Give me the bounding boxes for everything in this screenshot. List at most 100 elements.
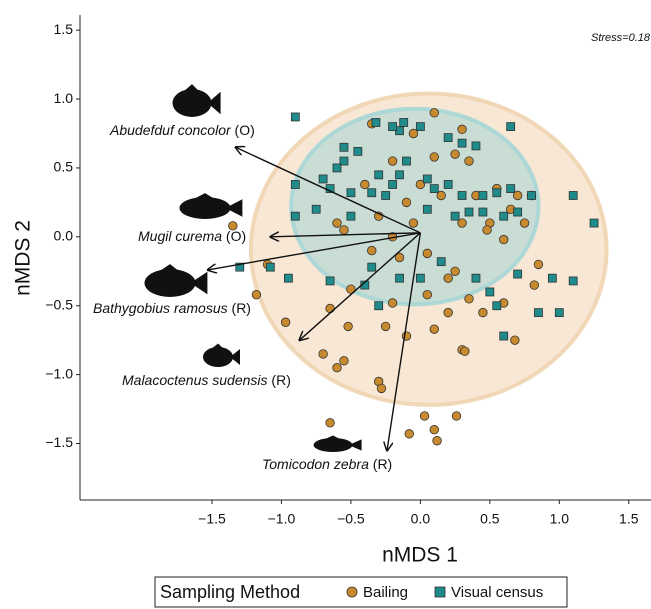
point xyxy=(382,191,390,199)
y-tick-label: 1.0 xyxy=(54,90,74,106)
point xyxy=(347,189,355,197)
y-axis-title: nMDS 2 xyxy=(12,220,35,296)
point xyxy=(507,123,515,131)
point xyxy=(437,258,445,266)
vector-label: Mugil curema (O) xyxy=(138,228,246,244)
vector-label: Abudefduf concolor (O) xyxy=(109,122,255,138)
fish-tail xyxy=(208,92,221,114)
point xyxy=(423,249,432,258)
x-tick-label: 1.5 xyxy=(619,511,639,527)
point xyxy=(465,295,474,304)
point xyxy=(367,246,376,255)
point xyxy=(368,189,376,197)
point xyxy=(430,109,439,118)
fish-fin xyxy=(182,84,203,95)
point xyxy=(252,290,261,299)
point xyxy=(312,205,320,213)
point xyxy=(479,191,487,199)
vector-label: Tomicodon zebra (R) xyxy=(262,456,392,472)
x-axis-title: nMDS 1 xyxy=(382,544,458,567)
point xyxy=(361,180,370,189)
y-tick-label: 1.5 xyxy=(54,21,74,37)
point xyxy=(472,274,480,282)
point xyxy=(340,226,349,235)
point xyxy=(499,235,508,244)
fish-fin xyxy=(156,264,183,275)
point xyxy=(507,185,515,193)
point xyxy=(486,288,494,296)
point xyxy=(423,175,431,183)
point xyxy=(388,157,397,166)
point xyxy=(444,308,453,317)
point xyxy=(291,113,299,121)
fish-tail xyxy=(225,199,242,217)
vector-label: Malacoctenus sudensis (R) xyxy=(122,372,291,388)
point xyxy=(590,219,598,227)
point xyxy=(333,219,342,228)
point xyxy=(514,208,522,216)
point xyxy=(416,274,424,282)
point xyxy=(372,118,380,126)
point xyxy=(500,332,508,340)
point xyxy=(344,322,353,331)
point xyxy=(451,267,460,276)
point xyxy=(405,430,414,439)
fish-fin xyxy=(210,344,226,352)
point xyxy=(452,412,461,421)
point xyxy=(493,302,501,310)
y-tick-label: −0.5 xyxy=(45,296,73,312)
point xyxy=(569,191,577,199)
point xyxy=(377,384,386,393)
fish-tail xyxy=(190,272,207,294)
fish-tail xyxy=(349,439,362,450)
point xyxy=(458,191,466,199)
point xyxy=(511,336,520,345)
point xyxy=(409,219,418,228)
point xyxy=(281,318,290,327)
point xyxy=(514,270,522,278)
point xyxy=(493,189,501,197)
point xyxy=(479,308,488,317)
point xyxy=(326,304,335,313)
point xyxy=(483,226,492,235)
point xyxy=(319,350,328,359)
species-code: (R) xyxy=(232,300,251,316)
point xyxy=(458,125,467,134)
point xyxy=(266,263,274,271)
point xyxy=(472,142,480,150)
point xyxy=(430,425,439,434)
species-code: (R) xyxy=(373,456,392,472)
point xyxy=(326,419,335,428)
species-code: (O) xyxy=(226,228,246,244)
y-tick-label: −1.0 xyxy=(45,365,73,381)
vector-label: Bathygobius ramosus (R) xyxy=(93,300,251,316)
point xyxy=(354,147,362,155)
species-code: (R) xyxy=(271,372,290,388)
point xyxy=(402,157,410,165)
point xyxy=(375,302,383,310)
point xyxy=(528,191,536,199)
species-code: (O) xyxy=(235,122,255,138)
point xyxy=(402,198,411,207)
point xyxy=(458,139,466,147)
point xyxy=(396,171,404,179)
point xyxy=(500,212,508,220)
fish-fin xyxy=(323,436,344,441)
point xyxy=(416,123,424,131)
point xyxy=(400,118,408,126)
y-tick-label: 0.5 xyxy=(54,159,74,175)
point xyxy=(319,175,327,183)
point xyxy=(444,180,452,188)
point xyxy=(291,180,299,188)
point xyxy=(333,164,341,172)
legend-marker xyxy=(435,587,445,597)
chart: Abudefduf concolor (O) Mugil curema (O) Ba… xyxy=(0,0,651,609)
point xyxy=(555,309,563,317)
point xyxy=(569,277,577,285)
point xyxy=(326,277,334,285)
point xyxy=(284,274,292,282)
point xyxy=(340,143,348,151)
point xyxy=(430,153,439,162)
x-tick-label: 0.5 xyxy=(480,511,500,527)
point xyxy=(461,347,470,356)
